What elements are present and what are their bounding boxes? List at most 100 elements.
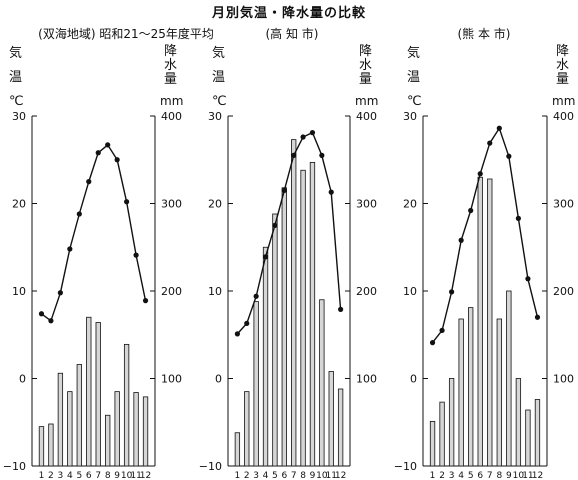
panel3-precip-bar-9 [506, 290, 512, 467]
panel2-temp-tick-3: 0 [215, 373, 222, 386]
panel2-precip-bar-11 [328, 371, 334, 467]
panel3-temp-tick-4: −10 [394, 460, 417, 473]
panel2-precip-label-3: 量 [359, 72, 372, 87]
panel2-precip-label-1: 降 [359, 44, 372, 59]
panel3-title: (熊 本 市) [458, 26, 511, 41]
panel3-temp-point-8 [496, 125, 502, 131]
panel1-temp-point-5 [76, 211, 82, 217]
panel1-temp-point-11 [133, 252, 139, 258]
panel1-precip-label-2: 水 [164, 58, 177, 73]
panel1-precip-tick-0: 400 [161, 110, 182, 123]
panel2-temp-point-12 [338, 306, 344, 312]
panel1-temp-tick-3: 0 [19, 373, 26, 386]
panel1-temp-point-9 [114, 157, 120, 163]
panel2-temp-point-9 [309, 130, 316, 136]
panel3-precip-bar-8 [496, 318, 502, 467]
panel3-temp-point-7 [487, 140, 493, 146]
panel3-month-label-12: 12 [532, 471, 543, 480]
panel2-precip-label-2: 水 [359, 58, 372, 73]
panel2-precip-tick-0: 400 [356, 110, 377, 123]
panel2-precip-bar-12 [337, 388, 344, 467]
panel2-precip-bar-3 [253, 301, 259, 467]
panel2-month-label-5: 5 [272, 471, 278, 480]
panel3-temp-tick-3: 0 [410, 373, 417, 386]
panel1-precip-bar-12 [142, 396, 149, 467]
panel2-precip-bar-9 [309, 161, 316, 467]
panel1-temp-point-10 [124, 199, 130, 205]
panel3-temp-point-9 [506, 153, 512, 159]
panel1-month-label-12: 12 [140, 471, 151, 480]
panel2-precip-unit: mm [355, 94, 378, 108]
panel2-temp-point-3 [253, 293, 259, 299]
panel1-temp-tick-1: 20 [12, 198, 26, 211]
panel2-temp-point-2 [244, 320, 250, 326]
panel2-temp-point-11 [328, 189, 334, 195]
panel2-month-label-6: 6 [281, 471, 287, 480]
panel1-precip-unit: mm [160, 94, 183, 108]
panel3-temp-tick-1: 20 [403, 198, 417, 211]
panel1-month-label-2: 2 [48, 471, 54, 480]
panel2-month-label-9: 9 [310, 471, 316, 480]
panel2-precip-bar-10 [319, 299, 325, 467]
panel3-temp-point-3 [449, 289, 455, 295]
panel3-temp-line [431, 126, 539, 344]
panel3-temp-label-3: ℃ [407, 94, 422, 109]
panel3-temp-label-1: 気 [407, 45, 420, 61]
panel1-temp-label-2: 温 [9, 70, 22, 85]
panel2-temp-point-10 [319, 152, 325, 158]
panel1-precip-bar-8 [105, 414, 111, 467]
panel3-temp-point-10 [515, 215, 521, 221]
panel2-temp-tick-0: 30 [208, 110, 222, 123]
panel3-precip-tick-3: 100 [553, 373, 574, 386]
panel3-precip-tick-0: 400 [553, 110, 574, 123]
panel2-precip-bar-7 [291, 139, 297, 467]
panel1-month-label-6: 6 [86, 471, 92, 480]
panel3-month-label-10: 10 [513, 471, 525, 480]
chart-title: 月別気温・降水量の比較 [211, 6, 366, 21]
panel1-precip-bar-6 [86, 316, 92, 467]
panel3-precip-bar-4 [458, 318, 464, 467]
panel3-precip-bar-10 [515, 378, 522, 467]
panel2-temp-point-7 [291, 152, 297, 158]
panel1-precip-bar-4 [67, 391, 73, 467]
panel1-temp-point-7 [95, 150, 101, 156]
panel1-precip-tick-3: 100 [161, 373, 182, 386]
panel3-precip-bar-3 [448, 378, 455, 467]
panel1-temp-point-8 [105, 142, 111, 148]
panel2-precip-bar-6 [281, 187, 287, 467]
panel1-month-label-4: 4 [67, 471, 73, 480]
panel2-temp-point-1 [234, 331, 240, 337]
panel1-temp-point-3 [57, 290, 63, 296]
panel2-precip-bar-1 [234, 432, 241, 467]
panel1-month-label-9: 9 [114, 471, 120, 480]
panel3-temp-point-4 [458, 237, 464, 243]
panel1-title: (双海地域) 昭和21～25年度平均 [38, 26, 214, 41]
panel2-temp-tick-1: 20 [208, 198, 222, 211]
panel1-temp-point-12 [142, 298, 149, 304]
panel3-month-label-1: 1 [430, 471, 436, 480]
panel2-precip-bar-4 [262, 246, 269, 467]
panel2-month-label-10: 10 [316, 471, 328, 480]
panel3-precip-label-2: 水 [556, 58, 569, 73]
panel2-month-label-11: 11 [326, 471, 337, 480]
panel2-month-label-2: 2 [244, 471, 250, 480]
panel1-precip-tick-1: 300 [161, 198, 182, 211]
panel3-month-label-9: 9 [506, 471, 512, 480]
panel3-precip-bar-1 [429, 420, 436, 467]
panel3-precip-bar-5 [468, 307, 474, 467]
panel2-temp-point-8 [300, 134, 306, 140]
panel2-precip-bar-8 [300, 169, 306, 467]
panel1-month-label-1: 1 [39, 471, 45, 480]
panel1-month-label-10: 10 [121, 471, 133, 480]
panel3-precip-bar-11 [525, 409, 531, 467]
panel3-temp-tick-0: 30 [403, 110, 417, 123]
panel3-precip-bar-12 [534, 399, 541, 467]
panel2-precip-bar-5 [272, 213, 278, 467]
panel3-temp-point-12 [534, 314, 541, 320]
panel3-precip-tick-2: 200 [553, 285, 574, 298]
panel3-month-label-7: 7 [487, 471, 493, 480]
panel1-precip-bar-5 [76, 364, 82, 467]
panel1-precip-bar-9 [114, 391, 120, 467]
panel2-month-label-7: 7 [291, 471, 297, 480]
panel3-temp-tick-2: 10 [403, 285, 417, 298]
